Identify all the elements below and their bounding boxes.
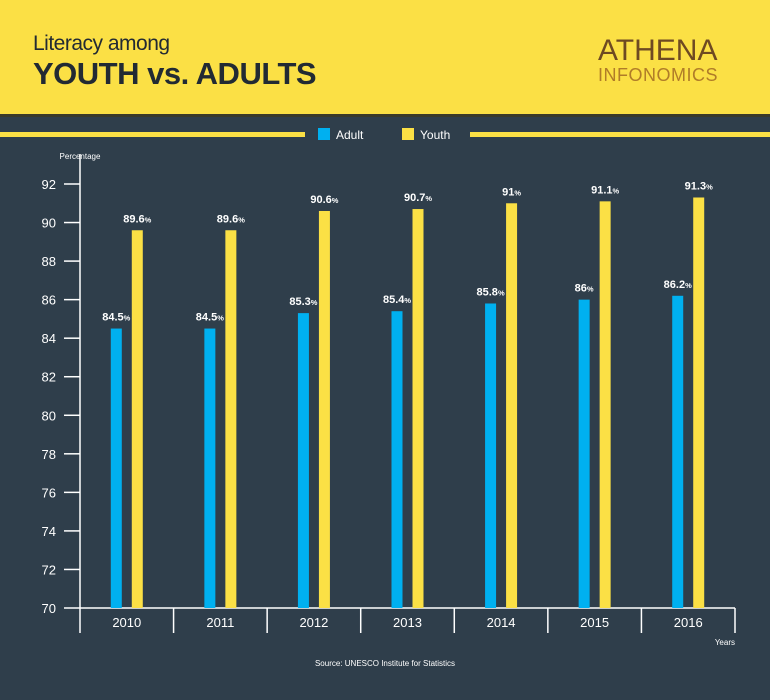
bar-youth — [131, 230, 143, 608]
data-label-adult: 85.4% — [383, 294, 411, 306]
data-label-youth: 90.7% — [404, 192, 432, 204]
data-label-adult: 85.8% — [477, 286, 505, 298]
y-tick-label: 70 — [42, 601, 56, 616]
y-tick-label: 82 — [42, 370, 56, 385]
title-line-2: YOUTH vs. ADULTS — [33, 56, 317, 91]
y-tick-label: 88 — [42, 254, 56, 269]
x-tick-label: 2012 — [299, 615, 328, 630]
data-label-youth: 91.1% — [591, 184, 619, 196]
x-tick-label: 2015 — [580, 615, 609, 630]
bar-youth — [693, 197, 705, 608]
title-line-1: Literacy among — [33, 32, 170, 55]
data-label-adult: 86.2% — [664, 279, 692, 291]
legend-rule-left — [0, 132, 305, 137]
bar-youth — [225, 230, 237, 608]
x-tick-label: 2014 — [487, 615, 516, 630]
data-label-adult: 86% — [575, 283, 594, 295]
legend-swatch-adult — [318, 128, 330, 140]
logo-athena: ATHENA — [598, 34, 718, 67]
bar-youth — [506, 203, 518, 609]
bar-adult — [110, 328, 122, 608]
y-tick-label: 92 — [42, 177, 56, 192]
legend-label-adult: Adult — [336, 128, 364, 142]
bar-youth — [599, 201, 611, 608]
x-tick-label: 2016 — [674, 615, 703, 630]
logo-infonomics: INFONOMICS — [598, 65, 718, 85]
bar-youth — [318, 210, 330, 608]
data-label-adult: 84.5% — [102, 312, 130, 324]
data-label-adult: 85.3% — [289, 296, 317, 308]
x-axis-label: Years — [715, 638, 735, 647]
data-label-youth: 89.6% — [217, 213, 245, 225]
source-note: Source: UNESCO Institute for Statistics — [315, 659, 455, 668]
y-tick-label: 90 — [42, 216, 56, 231]
y-tick-label: 86 — [42, 293, 56, 308]
data-label-youth: 91.3% — [685, 180, 713, 192]
y-tick-label: 76 — [42, 485, 56, 500]
y-tick-label: 72 — [42, 562, 56, 577]
x-tick-label: 2011 — [206, 615, 234, 630]
bar-adult — [672, 295, 684, 608]
y-tick-label: 78 — [42, 447, 56, 462]
y-tick-label: 80 — [42, 408, 56, 423]
bar-adult — [485, 303, 497, 608]
bar-adult — [391, 311, 403, 608]
bar-adult — [578, 299, 590, 608]
y-tick-label: 84 — [42, 331, 56, 346]
data-label-youth: 91% — [502, 186, 521, 198]
legend-swatch-youth — [402, 128, 414, 140]
legend-label-youth: Youth — [420, 128, 450, 142]
bar-adult — [297, 313, 309, 608]
data-label-youth: 90.6% — [310, 194, 338, 206]
legend-rule-right — [470, 132, 770, 137]
data-label-youth: 89.6% — [123, 213, 151, 225]
bar-adult — [204, 328, 216, 608]
header: Literacy among YOUTH vs. ADULTS ATHENA I… — [0, 0, 770, 117]
data-label-adult: 84.5% — [196, 312, 224, 324]
x-tick-label: 2013 — [393, 615, 422, 630]
x-tick-label: 2010 — [112, 615, 141, 630]
bar-youth — [412, 209, 424, 608]
y-tick-label: 74 — [42, 524, 56, 539]
